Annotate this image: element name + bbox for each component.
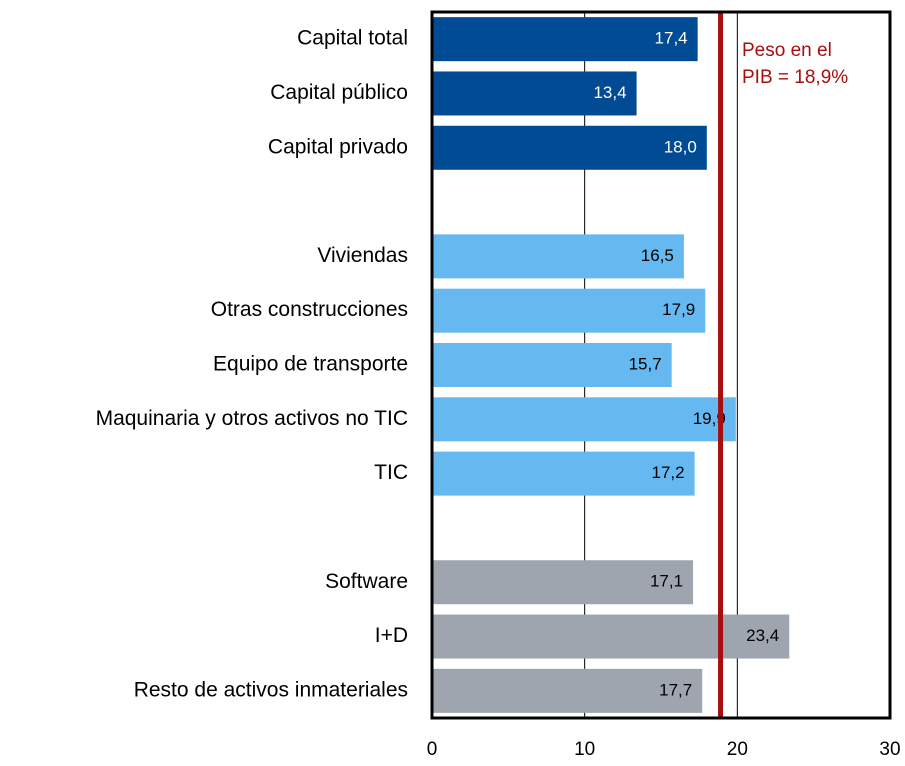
- value-label: 13,4: [593, 83, 626, 102]
- annotation: PIB = 18,9%: [742, 67, 848, 88]
- x-tick-label: 30: [879, 739, 900, 760]
- y-tick-label: TIC: [374, 461, 408, 484]
- value-label: 17,9: [662, 300, 695, 319]
- y-tick-label: Otras construcciones: [211, 298, 408, 321]
- y-tick-label: Equipo de transporte: [213, 353, 408, 376]
- bar: [432, 560, 694, 605]
- y-tick-label: Capital público: [270, 81, 408, 104]
- x-tick-label: 10: [574, 739, 595, 760]
- y-tick-label: Capital total: [297, 27, 408, 50]
- y-tick-label: Software: [325, 570, 408, 593]
- y-tick-label: I+D: [375, 624, 408, 647]
- plot-frame: [430, 10, 892, 720]
- y-tick-label: Capital privado: [268, 135, 408, 158]
- bar: [432, 397, 736, 442]
- x-tick-label: 20: [727, 739, 748, 760]
- value-label: 17,2: [651, 463, 684, 482]
- bar: [432, 17, 698, 62]
- value-label: 16,5: [641, 246, 674, 265]
- value-label: 15,7: [629, 354, 662, 373]
- y-tick-label: Resto de activos inmateriales: [134, 678, 408, 701]
- value-label: 17,1: [650, 572, 683, 591]
- bar: [432, 71, 637, 116]
- bar: [432, 451, 695, 496]
- value-label: 17,4: [655, 29, 688, 48]
- value-label: 19,9: [693, 409, 726, 428]
- bar: [432, 288, 706, 333]
- value-label: 23,4: [746, 626, 779, 645]
- y-tick-label: Maquinaria y otros activos no TIC: [96, 407, 408, 430]
- annotation: Peso en el: [742, 40, 832, 61]
- x-tick-label: 0: [427, 739, 438, 760]
- bar: [432, 234, 684, 279]
- value-label: 17,7: [659, 680, 692, 699]
- bar: [432, 668, 703, 713]
- bar: [432, 614, 790, 659]
- bar: [432, 125, 707, 170]
- bar: [432, 343, 672, 387]
- value-label: 18,0: [664, 137, 697, 156]
- y-tick-label: Viviendas: [317, 244, 408, 267]
